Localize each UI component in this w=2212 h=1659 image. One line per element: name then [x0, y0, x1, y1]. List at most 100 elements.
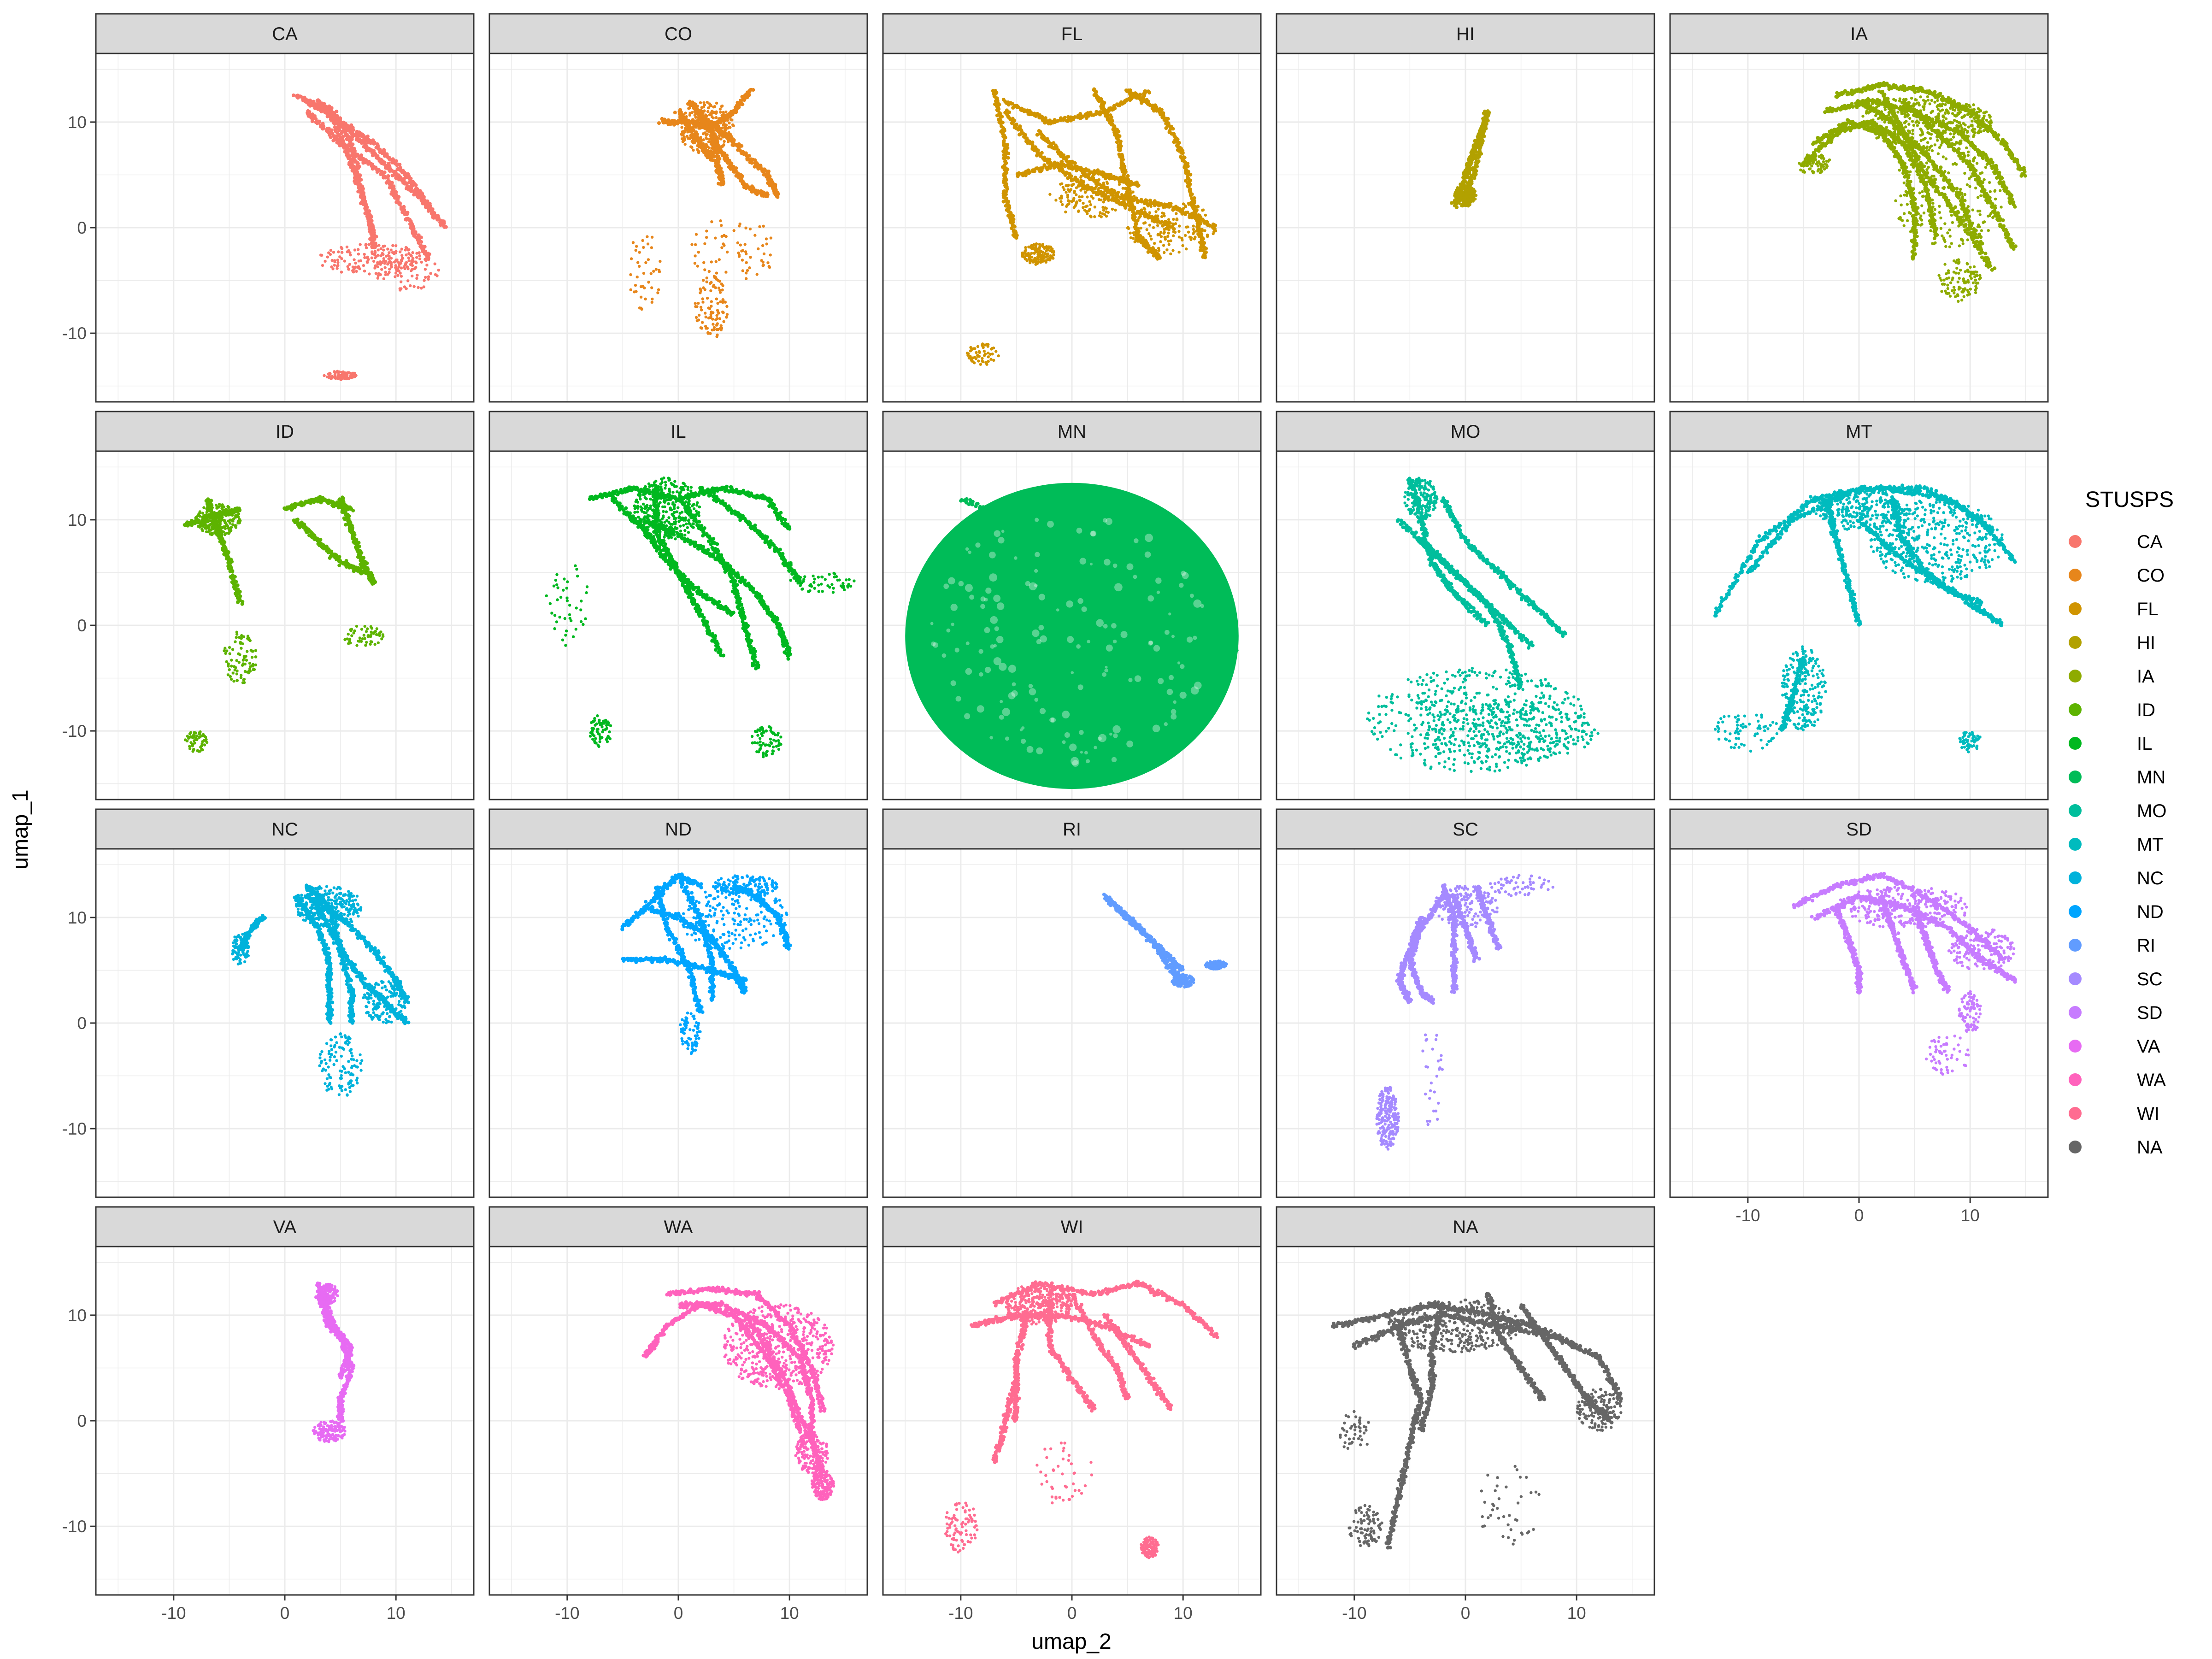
legend-label: SC [2137, 969, 2163, 989]
grid-ri [883, 849, 1261, 1197]
panel-border-il [488, 450, 868, 800]
points-hi [1449, 109, 1491, 209]
panel-border-mo [1276, 450, 1655, 800]
panel-sd: SD -10 0 10 [1669, 808, 2049, 1225]
points-va [312, 1281, 356, 1443]
panel-border-ia [1669, 53, 2049, 403]
panel-mo: MO [1276, 411, 1655, 800]
strip-nc [95, 808, 475, 850]
x-tick-label: -10 [161, 1604, 186, 1623]
legend-label: FL [2137, 599, 2159, 619]
legend-item-id: ID [2069, 700, 2155, 720]
legend-key [2069, 636, 2082, 649]
legend-item-wa: WA [2069, 1070, 2166, 1090]
x-axis-title: umap_2 [1031, 1630, 1111, 1654]
point-texture-mn [930, 518, 1205, 767]
legend-item-mt: MT [2069, 835, 2164, 855]
legend-item-mo: MO [2069, 801, 2166, 821]
strip-label-wa: WA [664, 1217, 693, 1237]
panel-nc: NC -10 0 10 [62, 808, 475, 1198]
panel-sc: SC [1276, 808, 1655, 1198]
strip-label-mn: MN [1058, 422, 1086, 442]
y-tick-label: -10 [62, 722, 87, 741]
panel-border-ri [882, 848, 1262, 1198]
points-wi [944, 1279, 1219, 1559]
panel-wi: WI -10 0 10 [882, 1206, 1262, 1623]
panel-border-co [488, 53, 868, 403]
x-tick-label: -10 [1735, 1206, 1760, 1225]
grid-ca [96, 53, 474, 402]
strip-label-na: NA [1453, 1217, 1478, 1237]
points-ri [1102, 893, 1228, 989]
strip-id [95, 411, 475, 452]
panel-co: CO [488, 13, 868, 403]
strip-nd [488, 808, 868, 850]
legend-label: WI [2137, 1104, 2159, 1124]
panel-border-nd [488, 848, 868, 1198]
y-tick-label: 0 [77, 218, 87, 237]
strip-va [95, 1206, 475, 1247]
points-nc [231, 883, 411, 1097]
points-mt [1713, 483, 2017, 753]
grid-nc [96, 849, 474, 1197]
panel-mn: MN [882, 411, 1262, 800]
x-tick-label: 10 [1961, 1206, 1980, 1225]
grid-mo [1277, 451, 1654, 800]
strip-il [488, 411, 868, 452]
legend-item-fl: FL [2069, 599, 2159, 619]
legend-label: VA [2137, 1036, 2160, 1057]
strip-label-sc: SC [1453, 819, 1478, 840]
x-tick-label: 0 [674, 1604, 683, 1623]
y-tick-label: 10 [68, 908, 87, 927]
y-tick-label: 10 [68, 511, 87, 529]
legend-label: NC [2137, 868, 2164, 888]
strip-label-nd: ND [665, 819, 692, 840]
legend-label: ID [2137, 700, 2155, 720]
strip-ca [95, 13, 475, 54]
legend-label: CO [2137, 565, 2165, 586]
strip-label-ia: IA [1850, 24, 1868, 44]
strip-label-ri: RI [1063, 819, 1081, 840]
grid-sc [1277, 849, 1654, 1197]
y-tick-label: -10 [62, 324, 87, 343]
points-fl [965, 87, 1218, 366]
strip-label-id: ID [276, 422, 294, 442]
panel-va: VA -10 0 10 -10 0 10 [62, 1206, 475, 1623]
panel-wa: WA -10 0 10 [488, 1206, 868, 1623]
points-ca [291, 93, 448, 381]
legend-title: STUSPS [2085, 488, 2174, 512]
legend-item-mn: MN [2069, 767, 2165, 788]
legend-label: HI [2137, 633, 2155, 653]
grid-sd [1670, 849, 2048, 1197]
strip-label-wi: WI [1061, 1217, 1083, 1237]
legend-key [2069, 569, 2082, 582]
legend-item-va: VA [2069, 1036, 2160, 1057]
legend-key [2069, 602, 2082, 615]
legend-item-ri: RI [2069, 935, 2155, 956]
legend-item-sd: SD [2069, 1003, 2163, 1023]
strip-mt [1669, 411, 2049, 452]
legend-label: MT [2137, 835, 2164, 855]
legend-label: RI [2137, 935, 2155, 956]
legend-item-co: CO [2069, 565, 2165, 586]
facet-panels: CA -10 0 10 CO FL HI IA ID -10 0 10 IL MN MO MT NC -10 0 10… [62, 13, 2049, 1623]
x-tick-label: 10 [780, 1604, 799, 1623]
y-tick-label: 10 [68, 1306, 87, 1325]
panel-il: IL [488, 411, 868, 800]
legend-item-il: IL [2069, 734, 2152, 754]
panel-id: ID -10 0 10 [62, 411, 475, 800]
points-sc [1375, 874, 1554, 1151]
legend-key [2069, 972, 2082, 985]
panel-mt: MT [1669, 411, 2049, 800]
x-tick-label: -10 [555, 1604, 579, 1623]
legend-key [2069, 939, 2082, 952]
legend-key [2069, 771, 2082, 783]
legend-key [2069, 703, 2082, 716]
y-tick-label: -10 [62, 1119, 87, 1138]
legend-label: CA [2137, 532, 2163, 552]
strip-label-fl: FL [1061, 24, 1083, 44]
x-tick-label: 0 [280, 1604, 290, 1623]
x-tick-label: 0 [1461, 1604, 1471, 1623]
panel-border-fl [882, 53, 1262, 403]
y-tick-label: 0 [77, 1412, 87, 1430]
